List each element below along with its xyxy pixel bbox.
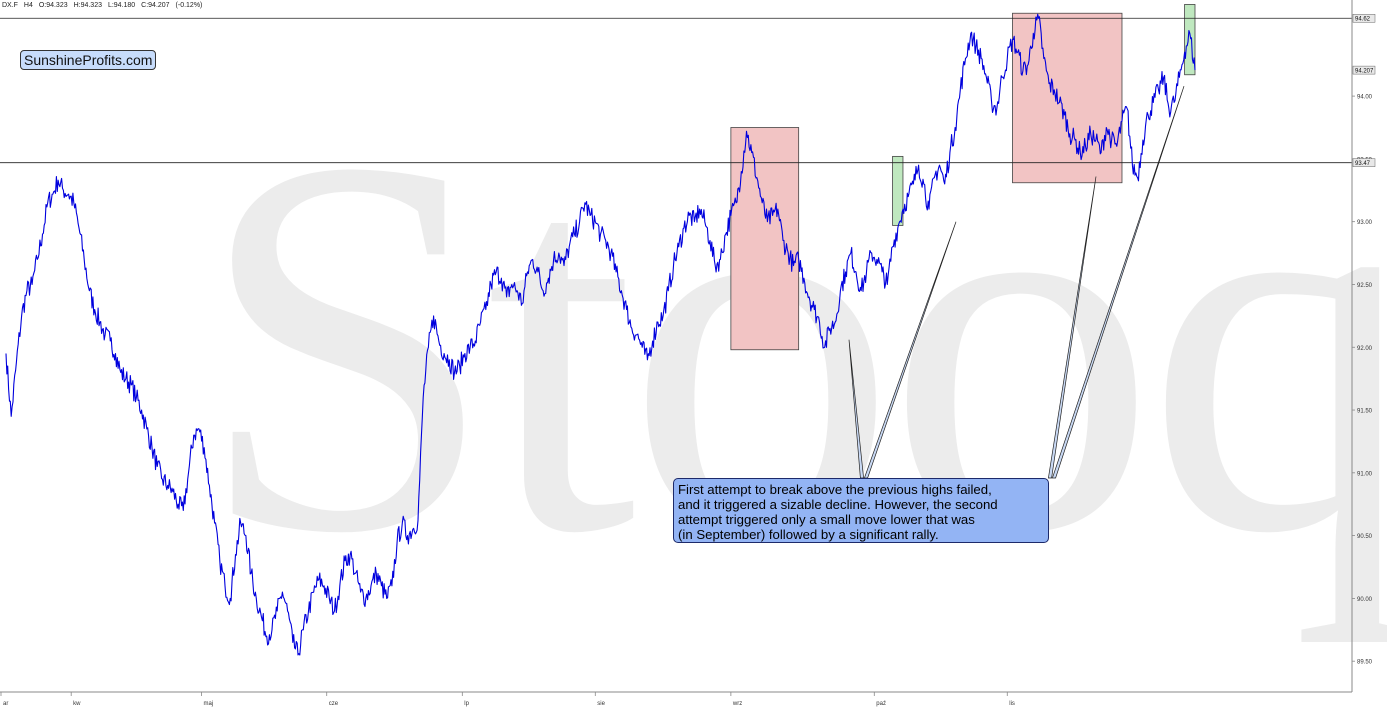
close-value: C:94.207 (141, 2, 170, 9)
y-tick-label: 92.00 (1357, 346, 1373, 352)
price-tag-label: 93.47 (1355, 161, 1371, 167)
annotation-note: First attempt to break above the previou… (673, 478, 1049, 543)
price-tag-label: 94.207 (1355, 68, 1374, 74)
price-tag-box (1352, 65, 1376, 75)
y-tick-label: 93.00 (1357, 220, 1373, 226)
price-tag-box (1352, 14, 1376, 23)
callout-pointer-0 (848, 339, 864, 479)
change-value: (-0.12%) (175, 2, 203, 9)
first-decline-box (730, 127, 800, 351)
x-tick-label: sie (597, 701, 605, 707)
x-tick-label: maj (204, 701, 214, 707)
interval-label: H4 (23, 2, 33, 9)
x-tick-label: lp (464, 701, 469, 707)
callout-pointer-2 (1047, 176, 1097, 479)
y-tick-label: 89.50 (1357, 660, 1373, 666)
y-tick-label: 91.00 (1357, 471, 1373, 477)
quote-header: DX.F H4 O:94.323 H:94.323 L:94.180 C:94.… (2, 2, 206, 9)
y-tick-label: 94.00 (1357, 95, 1373, 101)
annotation-line: First attempt to break above the previou… (678, 482, 992, 497)
callout-pointer-3 (1051, 85, 1185, 479)
sunshine-profits-logo: SunshineProfits.com (20, 50, 157, 70)
y-tick-label: 90.50 (1357, 534, 1373, 540)
low-value: L:94.180 (107, 2, 136, 9)
high-value: H:94.323 (73, 2, 102, 9)
annotation-line: and it triggered a sizable decline. Howe… (678, 497, 998, 512)
x-tick-label: lis (1009, 701, 1015, 707)
x-tick-label: paź (876, 701, 886, 707)
price-series-line (5, 13, 1196, 656)
x-tick-label: kw (73, 701, 81, 707)
annotation-line: attempt triggered only a small move lowe… (678, 512, 975, 527)
open-value: O:94.323 (38, 2, 68, 9)
x-tick-label: cze (329, 701, 339, 707)
y-tick-label: 91.50 (1357, 409, 1373, 415)
price-tag-box (1352, 158, 1376, 167)
x-tick-label: ar (3, 701, 8, 707)
breakout-box-2 (1184, 4, 1196, 76)
symbol-label: DX.F (2, 2, 18, 9)
y-tick-label: 90.00 (1357, 597, 1373, 603)
y-tick-label: 92.50 (1357, 283, 1373, 289)
annotation-line: (in September) followed by a significant… (678, 527, 939, 542)
x-tick-label: wrz (732, 701, 742, 707)
second-decline-box (1012, 12, 1123, 184)
breakout-box-1 (892, 155, 904, 226)
price-tag-label: 94.62 (1355, 17, 1371, 23)
